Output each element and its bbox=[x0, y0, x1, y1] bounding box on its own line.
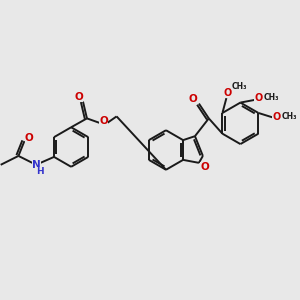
Text: N: N bbox=[32, 160, 40, 170]
Text: O: O bbox=[223, 88, 232, 98]
Text: O: O bbox=[25, 133, 34, 143]
Text: O: O bbox=[99, 116, 108, 126]
Text: O: O bbox=[189, 94, 197, 103]
Text: H: H bbox=[36, 167, 44, 176]
Text: CH₃: CH₃ bbox=[264, 93, 280, 102]
Text: CH₃: CH₃ bbox=[282, 112, 298, 122]
Text: O: O bbox=[272, 112, 280, 122]
Text: O: O bbox=[200, 162, 209, 172]
Text: CH₃: CH₃ bbox=[231, 82, 247, 91]
Text: O: O bbox=[75, 92, 83, 102]
Text: O: O bbox=[254, 93, 262, 103]
